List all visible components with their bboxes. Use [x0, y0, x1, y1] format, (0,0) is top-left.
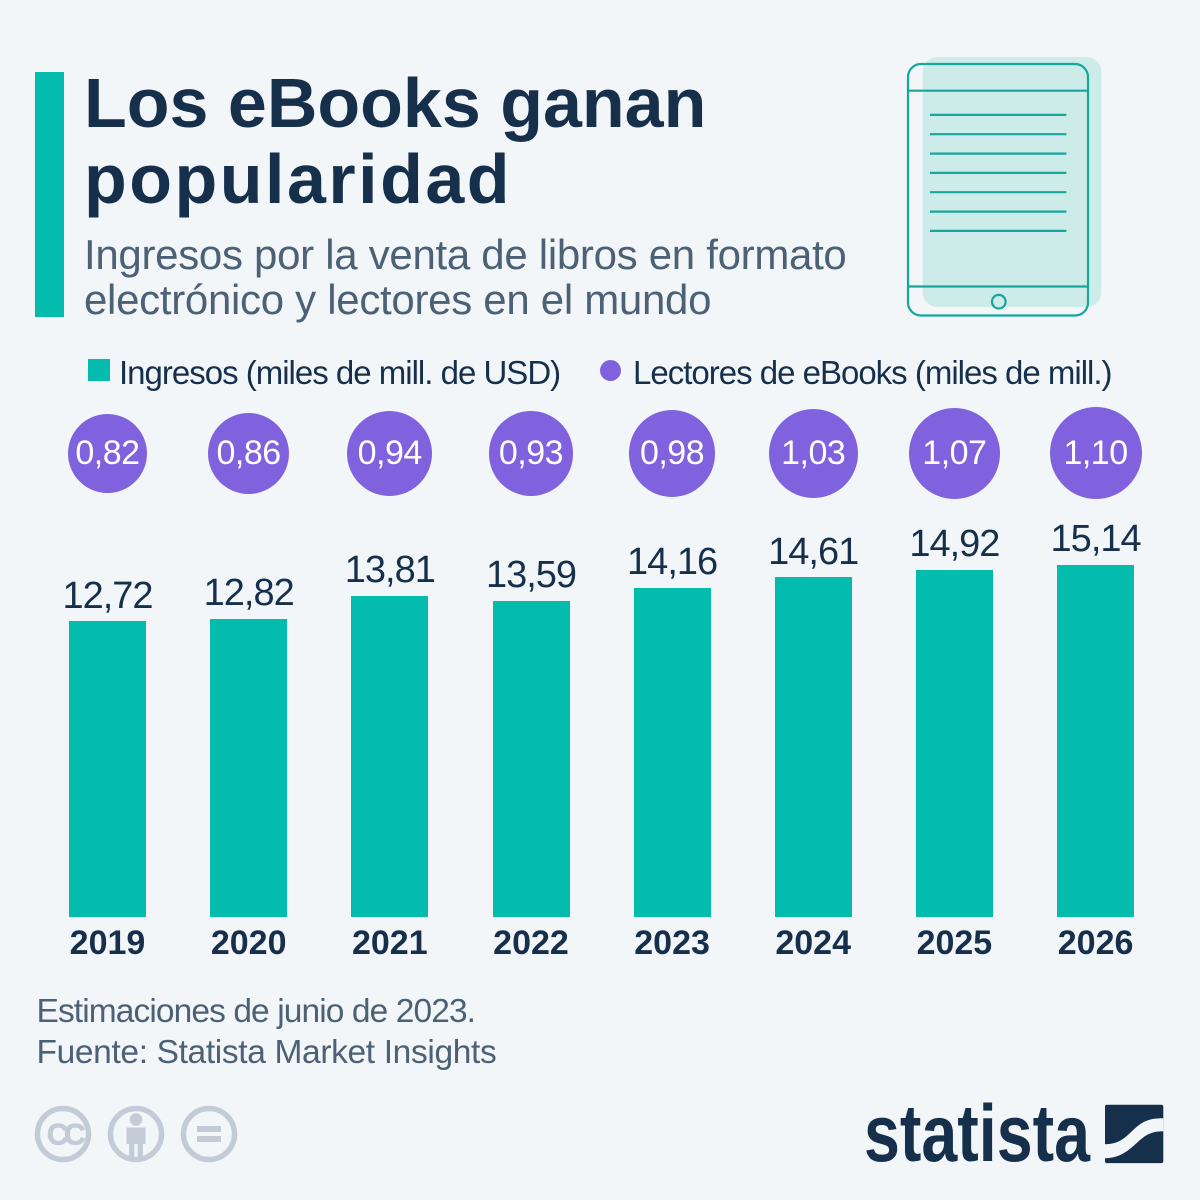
- svg-text:statista: statista: [864, 1095, 1091, 1170]
- svg-text:CC: CC: [47, 1119, 85, 1152]
